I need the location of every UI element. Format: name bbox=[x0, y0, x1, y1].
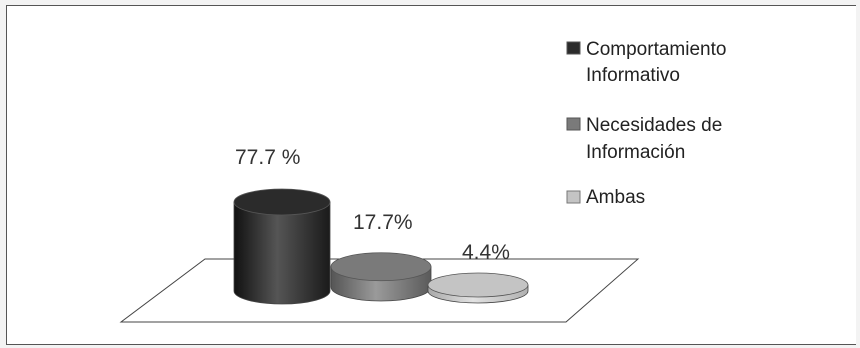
legend-label-2: Ambas bbox=[586, 187, 645, 208]
legend-swatch-2 bbox=[566, 190, 581, 204]
legend-label-1-line-2: Información bbox=[586, 142, 685, 163]
legend-swatch-1 bbox=[566, 117, 581, 131]
legend: Comportamiento Informativo Necesidades d… bbox=[566, 39, 726, 208]
data-label-0: 77.7 % bbox=[235, 146, 300, 169]
bar-1 bbox=[330, 252, 432, 302]
legend-label-1-line-1: Necesidades de bbox=[586, 115, 722, 136]
bars-group bbox=[233, 188, 529, 305]
legend-label-0-line-1: Comportamiento bbox=[586, 39, 726, 60]
legend-label-0-line-2: Informativo bbox=[586, 65, 680, 86]
data-label-1: 17.7% bbox=[353, 211, 413, 234]
data-label-2: 4.4% bbox=[462, 241, 510, 264]
legend-swatch-0 bbox=[566, 41, 581, 55]
bar-0 bbox=[233, 188, 331, 305]
bar-2 bbox=[427, 272, 529, 304]
